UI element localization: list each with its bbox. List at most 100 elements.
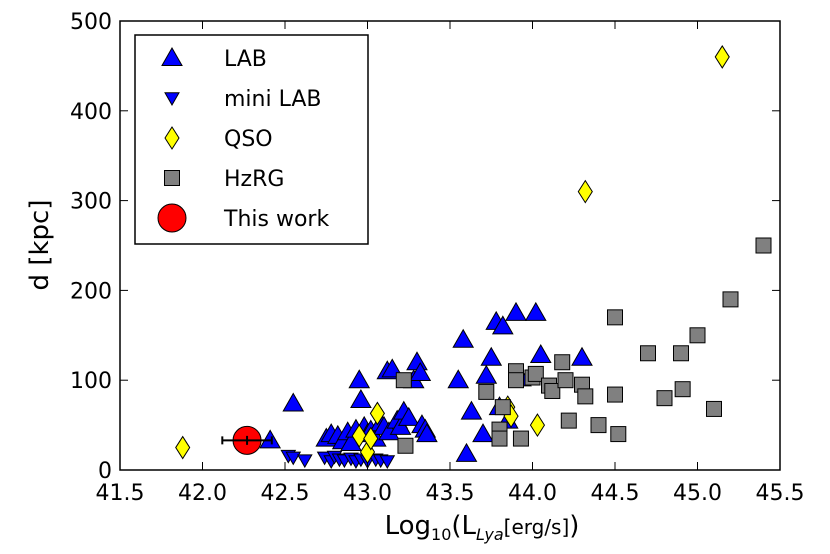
point-hzrg bbox=[494, 399, 511, 416]
point-hzrg bbox=[590, 417, 607, 434]
legend-label-this-work: This work bbox=[223, 207, 329, 232]
y-axis-label: d [kpc] bbox=[25, 200, 55, 291]
series-hzrg bbox=[395, 237, 772, 454]
point-hzrg bbox=[640, 345, 656, 362]
series-this-work bbox=[221, 425, 273, 455]
data-points bbox=[175, 44, 772, 470]
x-tick-label: 41.5 bbox=[96, 481, 145, 506]
point-hzrg bbox=[560, 412, 577, 429]
x-tick-label: 44.5 bbox=[591, 481, 640, 506]
point-mini-lab bbox=[285, 451, 302, 466]
point-mini-lab bbox=[379, 455, 396, 470]
legend-marker-this-work bbox=[157, 203, 187, 233]
point-hzrg bbox=[557, 372, 574, 389]
point-lab bbox=[475, 364, 498, 384]
point-hzrg bbox=[554, 354, 571, 371]
point-lab bbox=[460, 400, 483, 420]
point-lab bbox=[397, 406, 420, 426]
point-hzrg bbox=[397, 437, 414, 454]
point-hzrg bbox=[674, 381, 691, 398]
legend: LAB mini LAB QSO HzRG This work bbox=[134, 34, 369, 245]
point-qso bbox=[175, 435, 191, 460]
point-lab bbox=[529, 344, 552, 364]
y-tick-label: 300 bbox=[70, 190, 112, 215]
x-tick-label: 42.0 bbox=[178, 481, 227, 506]
x-tick-label: 44.0 bbox=[508, 481, 557, 506]
point-lab bbox=[571, 346, 593, 366]
y-tick-label: 400 bbox=[70, 100, 112, 125]
point-lab bbox=[282, 392, 305, 412]
legend-item-this-work: This work bbox=[157, 203, 329, 233]
y-tick-label: 200 bbox=[70, 279, 112, 304]
legend-marker-mini-lab bbox=[164, 92, 180, 107]
legend-label-hzrg: HzRG bbox=[224, 167, 284, 192]
y-tick-label: 0 bbox=[98, 459, 112, 484]
point-hzrg bbox=[478, 383, 495, 400]
point-mini-lab bbox=[296, 454, 313, 469]
point-lab bbox=[455, 442, 478, 462]
x-tick-label: 45.0 bbox=[673, 481, 722, 506]
legend-item-qso: QSO bbox=[164, 126, 273, 152]
x-axis-label-prefix: Log bbox=[385, 511, 431, 541]
legend-marker-hzrg bbox=[164, 170, 180, 186]
point-lab bbox=[447, 369, 470, 389]
point-qso bbox=[369, 401, 385, 426]
point-hzrg bbox=[508, 372, 524, 389]
point-hzrg bbox=[706, 400, 722, 417]
point-qso bbox=[529, 413, 546, 438]
point-hzrg bbox=[722, 291, 739, 308]
point-lab bbox=[480, 346, 503, 366]
point-hzrg bbox=[673, 345, 689, 362]
y-tick-label: 500 bbox=[70, 10, 112, 35]
legend-label-mini-lab: mini LAB bbox=[224, 87, 322, 112]
point-hzrg bbox=[607, 386, 623, 403]
legend-item-lab: LAB bbox=[161, 46, 267, 72]
point-lab bbox=[259, 429, 282, 449]
point-hzrg bbox=[610, 426, 627, 443]
point-qso bbox=[577, 179, 593, 204]
point-hzrg bbox=[689, 327, 706, 344]
point-qso bbox=[351, 423, 367, 448]
legend-item-mini-lab: mini LAB bbox=[164, 87, 322, 112]
legend-item-hzrg: HzRG bbox=[164, 167, 284, 192]
x-axis-label-close: ) bbox=[569, 511, 579, 541]
x-axis-label: Log10(LLya[erg/s]) bbox=[385, 511, 580, 544]
point-lab bbox=[472, 423, 494, 443]
x-tick-label: 42.5 bbox=[261, 481, 310, 506]
point-hzrg bbox=[577, 388, 594, 405]
point-lab bbox=[350, 388, 372, 408]
x-tick-label: 43.0 bbox=[343, 481, 392, 506]
point-lab bbox=[491, 315, 514, 335]
point-lab bbox=[409, 362, 432, 382]
error-bar-this-work bbox=[221, 435, 273, 445]
legend-label-qso: QSO bbox=[224, 127, 273, 152]
point-lab bbox=[416, 423, 438, 443]
point-hzrg bbox=[527, 365, 544, 382]
axes: 41.5 42.0 42.5 43.0 43.5 44.0 44.5 45.0 45.5 0 100… bbox=[70, 10, 804, 506]
legend-marker-lab bbox=[161, 46, 183, 66]
legend-marker-qso bbox=[164, 126, 180, 150]
legend-label-lab: LAB bbox=[224, 47, 267, 72]
point-hzrg bbox=[395, 372, 412, 389]
point-lab bbox=[452, 328, 475, 348]
point-qso bbox=[363, 426, 379, 451]
point-qso bbox=[714, 44, 730, 69]
point-hzrg bbox=[755, 237, 772, 254]
point-hzrg bbox=[607, 309, 623, 326]
y-tick-label: 100 bbox=[70, 369, 112, 394]
point-lab bbox=[348, 369, 371, 389]
point-hzrg bbox=[544, 382, 561, 399]
x-axis-label-open: (L bbox=[451, 511, 476, 541]
axis-labels: d [kpc] Log10(LLya[erg/s]) bbox=[25, 200, 579, 544]
point-hzrg bbox=[512, 430, 529, 447]
x-axis-label-unit: [erg/s] bbox=[504, 515, 570, 539]
point-lab bbox=[524, 301, 547, 321]
x-tick-label: 43.5 bbox=[426, 481, 475, 506]
point-hzrg bbox=[491, 430, 508, 447]
x-axis-label-sub: 10 bbox=[431, 525, 451, 544]
x-axis-label-sub2: Lya bbox=[476, 525, 504, 544]
x-tick-label: 45.5 bbox=[756, 481, 805, 506]
point-lab bbox=[505, 301, 527, 321]
point-hzrg bbox=[656, 390, 673, 407]
